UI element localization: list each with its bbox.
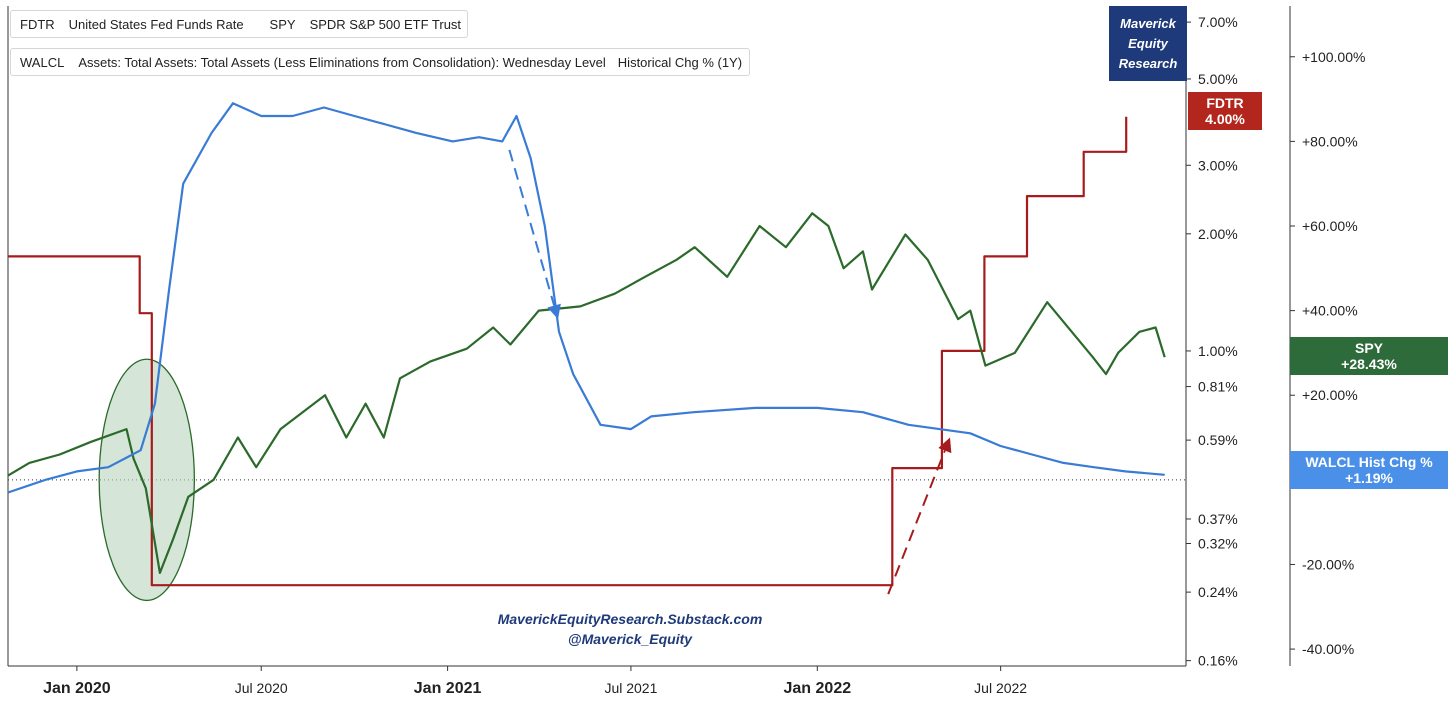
x-tick-label: Jan 2021 [414, 680, 482, 697]
brand-line-3: Research [1118, 55, 1178, 71]
fdtr-series-line [8, 116, 1128, 587]
right-y-tick-label: +40.00% [1302, 303, 1358, 319]
annotation-arrow-head [938, 437, 952, 454]
left-y-tick-label: 0.59% [1198, 432, 1238, 448]
chart-frame [7, 6, 1291, 667]
legend-fdtr-ticker: FDTR [20, 16, 55, 32]
spy-value-tag: SPY +28.43% [1290, 337, 1448, 375]
credit-site: MaverickEquityResearch.Substack.com [497, 611, 763, 627]
annotation-arrow-shaft [887, 450, 946, 595]
legend-spy-ticker: SPY [269, 16, 296, 32]
legend-walcl-desc: Assets: Total Assets: Total Assets (Less… [78, 54, 606, 70]
brand-logo: Maverick Equity Research [1109, 6, 1187, 81]
right-y-tick-label: +20.00% [1302, 387, 1358, 403]
spy-series-line [7, 212, 1166, 574]
legend-fdtr-spy: FDTR United States Fed Funds Rate SPY SP… [10, 10, 468, 38]
right-y-tick-label: +100.00% [1302, 49, 1365, 65]
annotation-arrows [508, 149, 952, 595]
left-y-tick-label: 0.24% [1198, 584, 1238, 600]
legend-walcl: WALCL Assets: Total Assets: Total Assets… [10, 48, 750, 76]
annotation-arrow-head [547, 303, 561, 320]
right-y-tick-label: -40.00% [1302, 641, 1354, 657]
right-y-tick-label: +80.00% [1302, 133, 1358, 149]
left-y-tick-label: 0.81% [1198, 379, 1238, 395]
legend-fdtr-desc: United States Fed Funds Rate [68, 16, 244, 32]
crash-ellipse [98, 358, 196, 602]
left-y-tick-label: 7.00% [1198, 14, 1238, 30]
spy-tag-value: +28.43% [1341, 356, 1397, 372]
brand-line-2: Equity [1128, 35, 1168, 51]
x-tick-label: Jul 2020 [235, 680, 288, 696]
walcl-tag-value: +1.19% [1345, 470, 1393, 486]
left-y-tick-label: 0.37% [1198, 511, 1238, 527]
legend-walcl-extra: Historical Chg % (1Y) [617, 54, 743, 70]
walcl-value-tag: WALCL Hist Chg % +1.19% [1290, 451, 1448, 489]
x-tick-label: Jan 2020 [43, 680, 111, 697]
x-tick-label: Jan 2022 [784, 680, 852, 697]
walcl-series-line [7, 102, 1165, 494]
covid-crash-highlight [98, 358, 196, 602]
brand-line-1: Maverick [1120, 15, 1176, 31]
legend-spy-desc: SPDR S&P 500 ETF Trust [309, 16, 462, 32]
right-y-tick-label: +60.00% [1302, 218, 1358, 234]
left-y-tick-label: 0.16% [1198, 653, 1238, 669]
x-tick-label: Jul 2022 [974, 680, 1027, 696]
left-y-tick-label: 1.00% [1198, 343, 1238, 359]
left-y-tick-label: 5.00% [1198, 71, 1238, 87]
axes: Jan 2020 Jul 2020 Jan 2021 Jul 2021 Jan 2022… [43, 14, 1365, 697]
left-y-tick-label: 2.00% [1198, 226, 1238, 242]
walcl-tag-name: WALCL Hist Chg % [1305, 454, 1433, 470]
x-tick-label: Jul 2021 [604, 680, 657, 696]
credit-handle: @Maverick_Equity [567, 631, 693, 647]
fdtr-value-tag: FDTR 4.00% [1188, 92, 1262, 130]
left-y-tick-label: 0.32% [1198, 535, 1238, 551]
right-y-tick-label: -20.00% [1302, 556, 1354, 572]
series-lines [7, 102, 1166, 587]
legend-walcl-ticker: WALCL [20, 54, 65, 70]
fdtr-tag-name: FDTR [1206, 95, 1244, 111]
fdtr-tag-value: 4.00% [1205, 111, 1245, 127]
spy-tag-name: SPY [1354, 340, 1383, 356]
annotation-arrow-shaft [508, 149, 556, 306]
left-y-tick-label: 3.00% [1198, 157, 1238, 173]
